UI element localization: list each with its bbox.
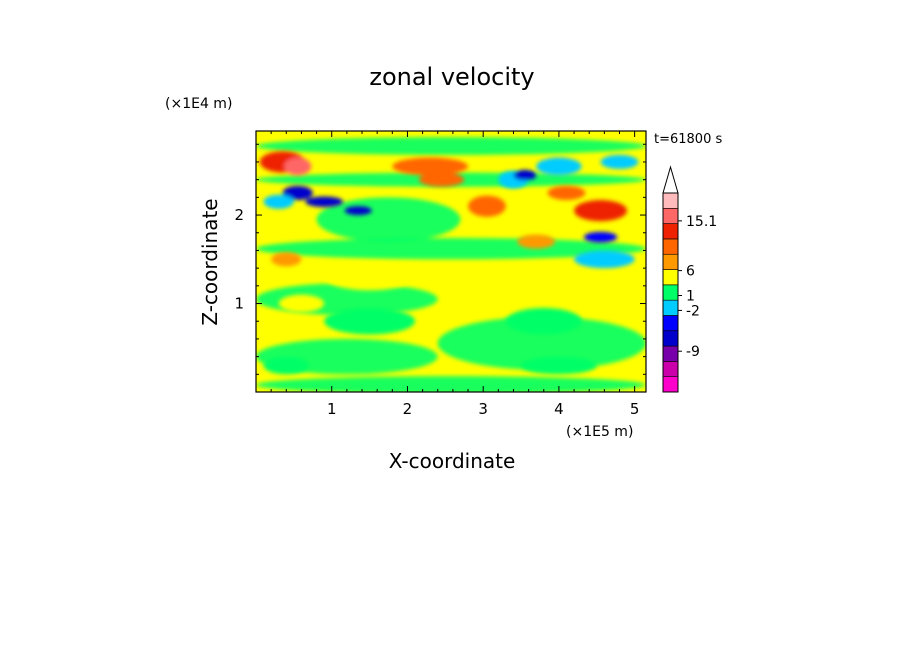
y-axis-label: Z-coordinate [198, 198, 222, 325]
field-cell [547, 185, 586, 201]
x-tick-label: 5 [630, 400, 640, 418]
y-axis: 12 [234, 143, 646, 375]
colorbar-arrow [662, 165, 679, 194]
x-tick-label: 2 [403, 400, 413, 418]
field-cell [574, 200, 628, 222]
x-tick-label: 4 [554, 400, 564, 418]
field-cell [468, 195, 506, 217]
colorbar-segment [662, 345, 679, 362]
colorbar-segment [662, 269, 679, 286]
field-cell [305, 196, 344, 208]
colorbar-label: 1 [686, 288, 695, 304]
x-tick-label: 3 [478, 400, 488, 418]
colorbar-segment [662, 223, 679, 240]
colorbar-segment [662, 376, 679, 393]
field-cell [324, 263, 416, 291]
field-band [256, 137, 646, 155]
field-band [256, 376, 646, 392]
field-cell [517, 234, 556, 249]
field-cell [574, 250, 635, 269]
heatmap-field [256, 131, 646, 392]
colorbar-segment [662, 253, 679, 270]
field-cell [263, 194, 294, 209]
y-tick-label: 2 [234, 206, 244, 224]
field-cell [513, 169, 537, 181]
field-cell [392, 157, 469, 176]
field-cell [278, 294, 325, 313]
field-cell [418, 172, 465, 187]
colorbar-frame [662, 192, 679, 393]
field-band [437, 316, 646, 370]
colorbar-segment [662, 299, 679, 316]
field-cell [600, 154, 639, 170]
field-features [259, 151, 639, 375]
x-axis: 1 2 3 4 5 [270, 131, 640, 418]
colorbar-label: 15.1 [686, 214, 717, 230]
plot-frame [255, 130, 647, 393]
field-cell [324, 307, 416, 335]
x-scale-label: (×1E5 m) [566, 424, 633, 440]
colorbar-label: 6 [686, 264, 695, 280]
x-tick-label: 1 [327, 400, 337, 418]
field-cell [284, 157, 312, 176]
colorbar-segment [662, 284, 679, 301]
field-cell [452, 276, 514, 313]
field-cell [263, 356, 310, 375]
time-label: t=61800 s [654, 132, 722, 147]
field-cell [505, 307, 582, 335]
field-cell [521, 356, 597, 375]
colorbar-label: -2 [686, 303, 700, 319]
chart-title: zonal velocity [369, 63, 534, 91]
colorbar-segment [662, 361, 679, 377]
field-bands [256, 137, 646, 392]
colorbar-segment [662, 192, 679, 209]
field-cell [583, 231, 618, 243]
colorbar-segment [662, 208, 679, 224]
field-cell [271, 252, 302, 267]
colorbar-segment [662, 330, 679, 347]
y-tick-label: 1 [234, 295, 244, 313]
field-cell [282, 185, 313, 201]
colorbar: 15.1 6 1-2 -9 [662, 165, 717, 393]
colorbar-label: -9 [686, 344, 700, 360]
colorbar-segment [662, 238, 679, 255]
y-scale-label: (×1E4 m) [165, 96, 232, 112]
field-cell [344, 206, 372, 216]
colorbar-segment [662, 315, 679, 332]
x-axis-label: X-coordinate [389, 449, 516, 473]
field-cell [536, 157, 582, 176]
